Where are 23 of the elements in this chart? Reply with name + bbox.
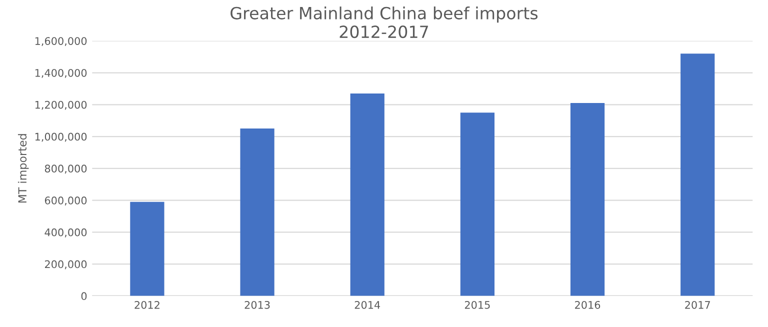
bar bbox=[680, 54, 715, 296]
x-tick-label: 2015 bbox=[464, 300, 490, 309]
y-tick-label: 400,000 bbox=[44, 228, 87, 238]
y-tick-label: 1,000,000 bbox=[35, 132, 87, 142]
y-tick-label: 800,000 bbox=[44, 164, 87, 174]
x-tick-label: 2016 bbox=[575, 300, 600, 309]
y-tick-label: 200,000 bbox=[44, 260, 87, 270]
bar bbox=[350, 93, 384, 296]
bar bbox=[240, 128, 274, 296]
x-tick-label: 2014 bbox=[354, 300, 380, 309]
y-tick-label: 600,000 bbox=[44, 196, 87, 206]
chart-title: Greater Mainland China beef imports 2012-2017 bbox=[230, 6, 538, 38]
y-axis-title: MT imported bbox=[18, 134, 29, 203]
bar bbox=[460, 112, 494, 296]
x-tick-label: 2013 bbox=[244, 300, 270, 309]
bar bbox=[130, 202, 164, 296]
x-tick-label: 2017 bbox=[685, 300, 710, 309]
y-tick-label: 1,600,000 bbox=[35, 37, 87, 46]
y-tick-label: 1,200,000 bbox=[35, 100, 87, 110]
bar bbox=[570, 103, 605, 296]
y-tick-label: 1,400,000 bbox=[35, 68, 87, 78]
x-tick-label: 2012 bbox=[134, 300, 160, 309]
y-tick-label: 0 bbox=[81, 292, 87, 300]
